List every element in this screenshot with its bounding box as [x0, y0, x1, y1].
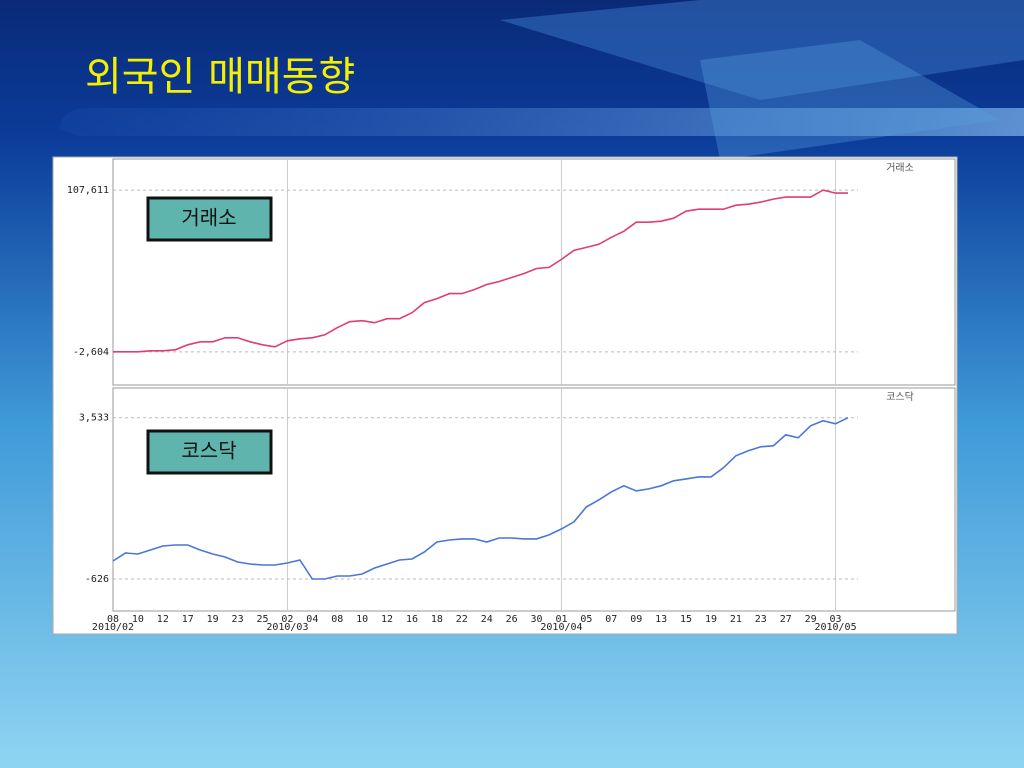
y-tick-label: 3,533 [79, 413, 109, 424]
x-tick-label: 17 [182, 614, 194, 625]
x-tick-label: 12 [381, 614, 393, 625]
x-tick-label: 05 [580, 614, 592, 625]
x-tick-label: 16 [406, 614, 418, 625]
x-tick-label: 08 [107, 614, 119, 625]
x-tick-label: 26 [506, 614, 518, 625]
x-tick-label: 24 [481, 614, 493, 625]
x-tick-label: 30 [531, 614, 543, 625]
x-tick-label: 15 [680, 614, 692, 625]
x-tick-label: 10 [132, 614, 144, 625]
label-box [146, 196, 273, 242]
x-tick-label: 10 [356, 614, 368, 625]
x-tick-label: 19 [207, 614, 219, 625]
x-tick-label: 18 [431, 614, 443, 625]
plot-frame [112, 158, 956, 386]
x-tick-label: 21 [730, 614, 742, 625]
y-tick-label: -626 [85, 574, 109, 585]
x-tick-label: 04 [306, 614, 318, 625]
plot-frame [112, 387, 956, 612]
decor-shape [700, 40, 1000, 160]
slide-title: 외국인 매매동향 [85, 54, 355, 100]
legend-label: 코스닥 [886, 391, 914, 403]
x-tick-label: 08 [331, 614, 343, 625]
x-month-label: 2010/03 [266, 622, 308, 633]
y-tick-label: -2,604 [73, 347, 109, 358]
x-tick-label: 23 [232, 614, 244, 625]
y-tick-label: 107,611 [67, 185, 109, 196]
decor-shape [500, 0, 1024, 100]
x-month-label: 2010/05 [814, 622, 856, 633]
x-tick-label: 09 [630, 614, 642, 625]
legend-label: 거래소 [886, 162, 914, 174]
x-tick-label: 02 [281, 614, 293, 625]
x-tick-label: 23 [755, 614, 767, 625]
label-box-text: 코스닥 [181, 439, 236, 463]
x-tick-label: 25 [256, 614, 268, 625]
data-line [113, 189, 848, 353]
x-tick-label: 19 [705, 614, 717, 625]
x-tick-label: 01 [555, 614, 567, 625]
data-line [112, 416, 849, 580]
x-month-label: 2010/02 [92, 622, 134, 633]
x-tick-label: 07 [605, 614, 617, 625]
x-tick-label: 27 [780, 614, 792, 625]
decor-band [60, 108, 1024, 136]
x-tick-label: 12 [157, 614, 169, 625]
x-tick-label: 29 [805, 614, 817, 625]
x-month-label: 2010/04 [540, 622, 582, 633]
label-box-text: 거래소 [181, 206, 236, 230]
chart-background [52, 156, 958, 635]
x-tick-label: 03 [830, 614, 842, 625]
x-tick-label: 22 [456, 614, 468, 625]
label-box [146, 429, 273, 475]
x-tick-label: 13 [655, 614, 667, 625]
